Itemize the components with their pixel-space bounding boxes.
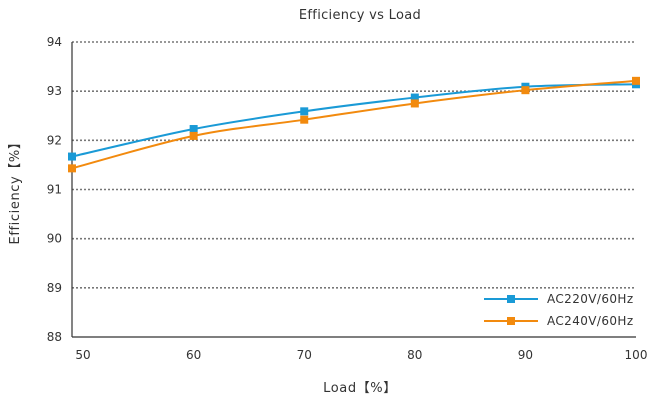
x-tick-label: 50	[75, 348, 90, 362]
data-point-marker	[300, 115, 309, 124]
data-point-marker	[410, 93, 419, 102]
series-line-2	[71, 79, 637, 170]
x-tick-label: 70	[297, 348, 312, 362]
series-markers	[68, 76, 640, 173]
data-point-marker	[68, 164, 76, 173]
legend-label-1: AC220V/60Hz	[547, 292, 634, 306]
x-tick-label: 90	[518, 348, 533, 362]
tick-labels: 88 89 90 91 92 93 94 50 60 70 80 90 100	[47, 35, 647, 362]
chart-title: Efficiency vs Load	[299, 8, 421, 23]
x-tick-label: 100	[625, 348, 647, 362]
x-tick-label: 80	[407, 348, 422, 362]
data-point-marker	[300, 107, 309, 116]
y-tick-label: 89	[47, 281, 62, 295]
legend: AC220V/60Hz AC240V/60Hz	[484, 292, 634, 328]
y-axis-label: Efficiency【%】	[8, 136, 23, 245]
y-tick-label: 91	[47, 183, 62, 197]
data-point-marker	[68, 152, 76, 161]
data-point-marker	[189, 131, 198, 140]
y-tick-label: 93	[47, 84, 62, 98]
grid-lines	[72, 41, 636, 289]
legend-marker-1	[507, 295, 515, 303]
legend-marker-2	[507, 317, 515, 325]
legend-label-2: AC240V/60Hz	[547, 314, 634, 328]
data-point-marker	[189, 125, 198, 134]
data-point-marker	[410, 99, 419, 108]
y-tick-label: 92	[47, 133, 62, 147]
axes	[71, 42, 636, 338]
series-lines	[71, 79, 637, 170]
x-tick-label: 60	[186, 348, 201, 362]
y-tick-label: 90	[47, 232, 62, 246]
y-tick-label: 88	[47, 330, 62, 344]
data-point-marker	[632, 76, 640, 85]
y-tick-label: 94	[47, 35, 62, 49]
data-point-marker	[521, 86, 530, 95]
series-line-1	[71, 83, 637, 158]
x-axis-label: Load【%】	[323, 381, 397, 396]
